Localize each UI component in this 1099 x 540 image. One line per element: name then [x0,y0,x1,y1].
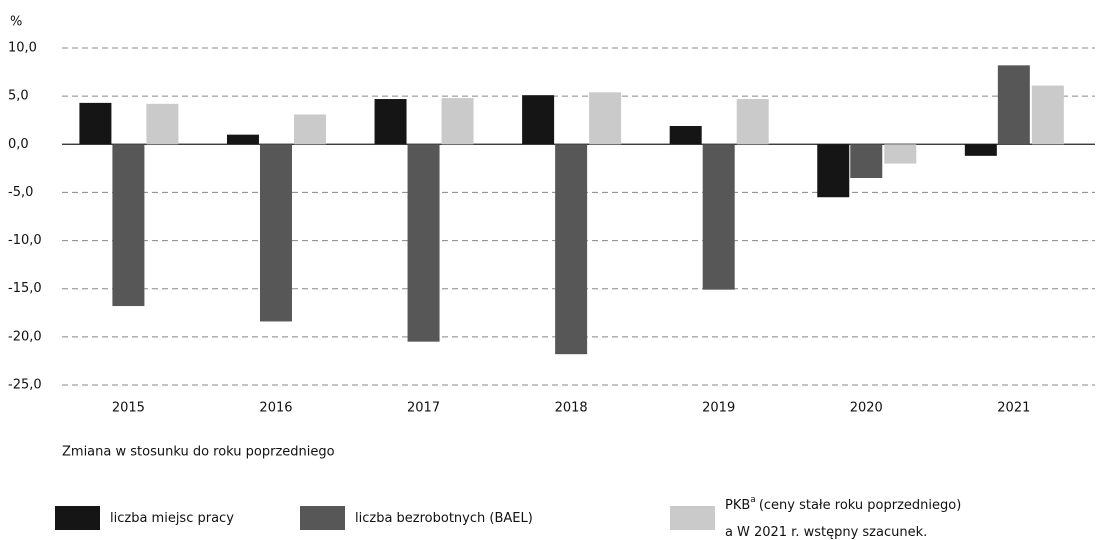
x-tick-label: 2021 [997,401,1030,416]
y-tick-label: -20,0 [8,329,42,344]
legend-swatch [670,506,715,530]
legend-swatch [55,506,100,530]
bar [259,144,292,322]
bar [146,103,179,145]
legend-name: liczba miejsc pracy [110,511,234,526]
x-tick-label: 2019 [702,401,735,416]
bar [293,114,326,145]
legend-label: liczba bezrobotnych (BAEL) [355,511,533,526]
bar [702,144,735,290]
legend-sup: a [750,495,756,505]
x-tick-label: 2020 [850,401,883,416]
bar [589,92,622,145]
y-tick-label: -25,0 [8,378,42,393]
bar [736,99,769,145]
bar [817,144,850,198]
legend-swatch [300,506,345,530]
y-tick-label: -5,0 [8,185,33,200]
legend-label: liczba miejsc pracy [110,511,234,526]
x-axis-label: Zmiana w stosunku do roku poprzedniego [62,445,335,460]
legend-name: liczba bezrobotnych (BAEL) [355,511,533,526]
bar [850,144,883,178]
bar [226,134,259,145]
y-tick-label: -15,0 [8,281,42,296]
bar [79,102,112,145]
y-tick-label: 0,0 [8,137,29,152]
legend-label: PKBa (ceny stałe roku poprzedniego) [725,495,961,513]
x-tick-label: 2015 [112,401,145,416]
x-tick-label: 2017 [407,401,440,416]
bar [555,144,588,355]
y-tick-label: -10,0 [8,233,42,248]
bar [1031,85,1064,145]
footnote-text: W 2021 r. wstępny szacunek. [737,525,927,540]
legend-detail: (ceny stałe roku poprzedniego) [759,498,961,513]
bar [374,99,407,145]
footnote-marker: a [725,525,733,540]
x-tick-label: 2016 [259,401,292,416]
y-unit: % [10,15,22,30]
bar [441,98,474,145]
bar [407,144,440,342]
footnote: a W 2021 r. wstępny szacunek. [725,525,927,540]
bar [522,95,555,145]
x-tick-label: 2018 [555,401,588,416]
bar [884,144,917,164]
bar [112,144,145,307]
bar [997,65,1030,145]
bar [669,125,702,145]
bar [964,144,997,156]
y-tick-label: 5,0 [8,89,29,104]
legend-name: PKB [725,498,750,513]
y-tick-label: 10,0 [8,41,37,56]
